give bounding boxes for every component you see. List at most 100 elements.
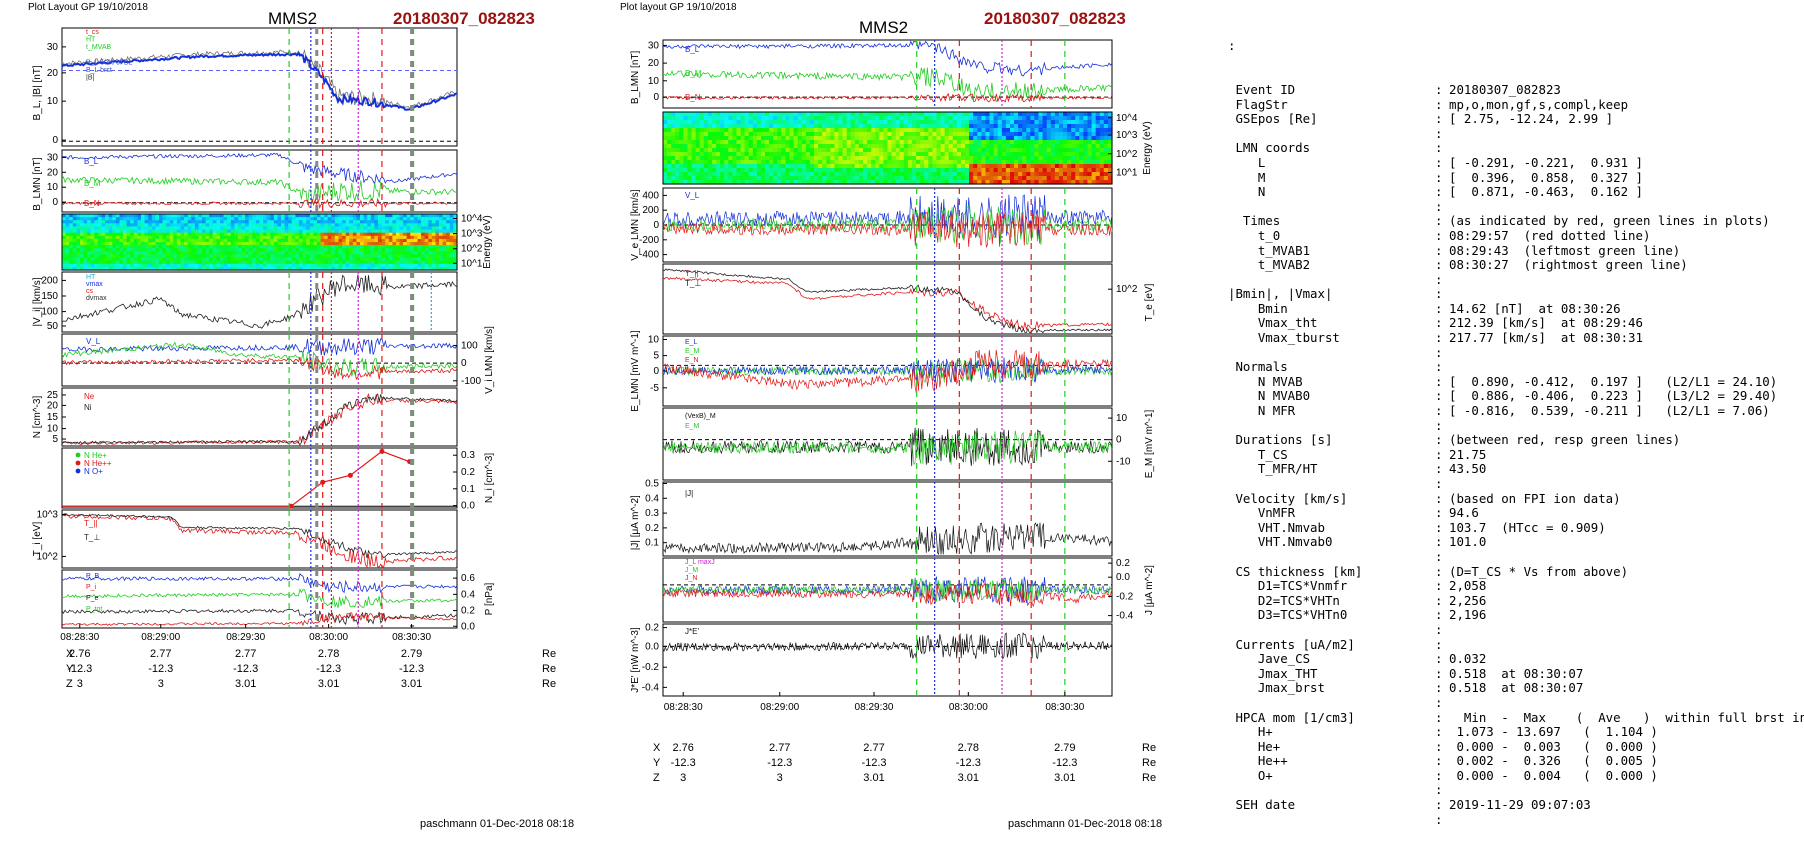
spectrogram-cell	[108, 229, 113, 234]
spectrogram-cell	[90, 217, 95, 221]
spectrogram-cell	[378, 223, 383, 227]
spectrogram-cell	[169, 232, 174, 237]
spectrogram-cell	[399, 248, 404, 252]
spectrogram-cell	[961, 148, 966, 153]
spectrogram-cell	[94, 235, 99, 240]
spectrogram-cell	[238, 257, 243, 262]
spectrogram-cell	[793, 120, 799, 125]
spectrogram-cell	[453, 248, 458, 252]
spectrogram-cell	[266, 226, 271, 231]
spectrogram-cell	[209, 260, 214, 265]
spectrogram-cell	[948, 148, 954, 153]
spectrogram-cell	[965, 160, 970, 165]
spectrogram-cell	[112, 220, 117, 224]
info-value: 2,196	[1449, 607, 1487, 623]
spectrogram-cell	[769, 128, 774, 133]
spectrogram-cell	[176, 223, 182, 227]
spectrogram-cell	[679, 148, 684, 153]
spectrogram-cell	[288, 245, 293, 249]
info-row: :	[1228, 272, 1788, 288]
spectrogram-cell	[1050, 120, 1056, 125]
spectrogram-cell	[863, 180, 868, 185]
spectrogram-cell	[1005, 140, 1011, 145]
spectrogram-cell	[148, 248, 153, 252]
spectrogram-cell	[151, 235, 156, 240]
spectrogram-cell	[1095, 152, 1101, 157]
spectrogram-cell	[133, 251, 138, 255]
spectrogram-cell	[834, 124, 840, 129]
spectrogram-cell	[663, 112, 668, 117]
spectrogram-cell	[1026, 120, 1031, 125]
spectrogram-cell	[313, 235, 318, 240]
spectrogram-cell	[245, 238, 250, 243]
spectrogram-cell	[867, 156, 872, 161]
spectrogram-cell	[187, 223, 192, 227]
spectrogram-cell	[176, 220, 182, 224]
spectrogram-cell	[159, 232, 164, 237]
spectrogram-cell	[818, 116, 823, 121]
spectrogram-cell	[396, 245, 401, 249]
spectrogram-cell	[936, 144, 942, 149]
spectrogram-cell	[176, 242, 182, 246]
info-colon: :	[1435, 154, 1443, 170]
spectrogram-cell	[728, 136, 733, 141]
spectrogram-cell	[101, 223, 106, 227]
spectrogram-cell	[112, 232, 117, 237]
spectrogram-cell	[867, 120, 872, 125]
spectrogram-cell	[858, 156, 864, 161]
left-panel-frame	[61, 569, 458, 629]
info-colon: :	[1435, 417, 1443, 433]
spectrogram-cell	[439, 229, 444, 234]
spectrogram-cell	[87, 229, 92, 234]
spectrogram-cell	[320, 220, 325, 224]
spectrogram-cell	[148, 266, 153, 271]
spectrogram-cell	[428, 248, 433, 252]
y-tick-label: 0.0	[461, 501, 475, 512]
spectrogram-cell	[732, 132, 738, 137]
spectrogram-cell	[105, 223, 110, 227]
spectrogram-cell	[453, 245, 458, 249]
spectrogram-cell	[396, 232, 401, 237]
info-value: (as indicated by red, green lines in plo…	[1449, 213, 1770, 229]
spectrogram-cell	[675, 144, 680, 149]
spectrogram-cell	[663, 140, 668, 145]
spectrogram-cell	[724, 128, 729, 133]
spectrogram-cell	[248, 232, 253, 237]
spectrogram-cell	[1030, 116, 1036, 121]
spectrogram-cell	[453, 220, 458, 224]
spectrogram-cell	[952, 136, 958, 141]
y-tick-label: 10	[47, 424, 59, 435]
spectrogram-cell	[123, 220, 128, 224]
spectrogram-cell	[1046, 124, 1052, 129]
spectrogram-cell	[87, 242, 92, 246]
spectrogram-cell	[270, 238, 275, 243]
spectrogram-cell	[907, 156, 913, 161]
spectrogram-cell	[732, 128, 738, 133]
position-unit: Re	[542, 663, 557, 675]
spectrogram-cell	[814, 128, 819, 133]
spectrogram-cell	[863, 172, 868, 177]
spectrogram-cell	[789, 128, 795, 133]
spectrogram-cell	[667, 176, 672, 181]
y-tick-label: 30	[648, 40, 660, 51]
spectrogram-cell	[406, 214, 411, 218]
spectrogram-cell	[907, 180, 913, 185]
spectrogram-cell	[363, 232, 368, 237]
spectrogram-cell	[997, 132, 1003, 137]
spectrogram-cell	[230, 248, 235, 252]
spectrogram-cell	[756, 172, 762, 177]
spectrogram-cell	[1030, 120, 1036, 125]
spectrogram-cell	[695, 144, 701, 149]
spectrogram-cell	[1079, 120, 1084, 125]
spectrogram-cell	[1050, 168, 1056, 173]
spectrogram-cell	[912, 160, 917, 165]
spectrogram-cell	[176, 232, 182, 237]
spectrogram-cell	[288, 235, 293, 240]
spectrogram-cell	[814, 120, 819, 125]
spectrogram-cell	[410, 260, 415, 265]
spectrogram-cell	[1083, 112, 1089, 117]
spectrogram-cell	[248, 235, 253, 240]
spectrogram-cell	[173, 238, 178, 243]
spectrogram-cell	[1054, 116, 1060, 121]
spectrogram-cell	[1050, 172, 1056, 177]
